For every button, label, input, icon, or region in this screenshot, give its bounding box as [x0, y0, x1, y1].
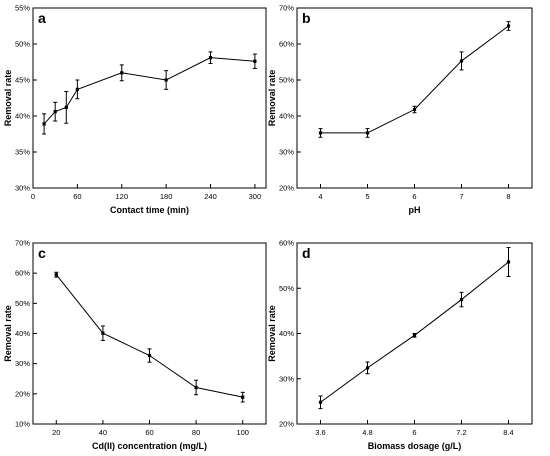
x-tick-label: 4	[318, 192, 322, 201]
y-tick-label: 10%	[15, 420, 30, 429]
data-point	[253, 59, 257, 63]
chart-panel-d: d 20% 30% 40% 50% 60% 3.6 4.8 6 7.2 8.4 Biomass dos…	[267, 239, 533, 451]
series-line	[43, 57, 255, 125]
x-axis-label: Contact time (min)	[110, 205, 189, 215]
panel-label: c	[38, 245, 46, 261]
data-point	[120, 71, 124, 75]
panel-label: d	[302, 245, 311, 261]
y-tick-label: 20%	[15, 389, 30, 398]
y-tick-label: 40%	[279, 112, 294, 121]
y-tick-label: 20%	[279, 184, 294, 193]
data-point	[64, 105, 68, 109]
panel-label: a	[38, 10, 46, 26]
data-point	[365, 131, 370, 135]
data-point	[318, 400, 323, 404]
x-axis-label: Biomass dosage (g/L)	[368, 441, 462, 451]
data-point	[164, 78, 168, 82]
y-tick-label: 70%	[279, 4, 294, 13]
x-tick-label: 80	[192, 428, 200, 437]
data-point	[75, 87, 79, 91]
x-axis-label: pH	[409, 205, 421, 215]
x-tick-label: 0	[31, 192, 35, 201]
y-tick-label: 50%	[15, 40, 30, 49]
x-tick-label: 6	[412, 192, 416, 201]
x-tick-label: 4.8	[362, 428, 372, 437]
data-point	[54, 273, 58, 277]
data-point	[318, 131, 323, 135]
y-tick-label: 30%	[279, 374, 294, 383]
x-tick-label: 40	[99, 428, 107, 437]
data-point	[459, 59, 464, 63]
series-line	[320, 261, 509, 403]
chart-panel-c: c 10% 20% 30% 40% 50% 60% 70% 20 40 60 80 100 Cd(II) …	[3, 239, 267, 451]
x-tick-label: 6	[412, 428, 416, 437]
data-point	[412, 107, 417, 112]
y-axis-label: Removal rate	[3, 70, 13, 127]
panel-label: b	[302, 10, 311, 26]
x-tick-label: 20	[52, 428, 60, 437]
data-point	[506, 24, 511, 28]
data-point	[194, 385, 198, 390]
y-tick-label: 50%	[279, 76, 294, 85]
data-point	[147, 353, 152, 358]
x-tick-label: 240	[204, 192, 217, 201]
data-point	[365, 366, 370, 370]
plot-frame	[32, 242, 267, 425]
y-tick-label: 70%	[15, 239, 30, 248]
x-tick-label: 60	[145, 428, 153, 437]
y-tick-label: 30%	[15, 184, 30, 193]
data-point	[208, 56, 213, 60]
y-tick-label: 60%	[279, 40, 294, 49]
y-tick-label: 50%	[279, 284, 294, 293]
x-tick-label: 120	[116, 192, 129, 201]
data-point	[101, 331, 105, 335]
series-line	[320, 25, 509, 134]
y-axis-label: Removal rate	[267, 305, 277, 362]
y-tick-label: 20%	[279, 420, 294, 429]
series-line	[55, 274, 243, 398]
y-tick-label: 30%	[279, 148, 294, 157]
y-tick-label: 40%	[279, 329, 294, 338]
y-tick-label: 60%	[279, 239, 294, 248]
x-axis-label: Cd(II) concentration (mg/L)	[92, 441, 207, 451]
y-tick-label: 40%	[15, 112, 30, 121]
x-tick-label: 180	[160, 192, 173, 201]
chart-panel-b: b 20% 30% 40% 50% 60% 70% 4 5 6 7 8 pH Removal rate	[267, 4, 533, 215]
y-axis-label: Removal rate	[267, 70, 277, 127]
x-tick-label: 8.4	[503, 428, 513, 437]
data-point	[241, 395, 245, 399]
chart-panel-a: a 30% 35% 40% 45% 50% 55% 0 60 120 180 240 300 Contac…	[3, 4, 267, 215]
x-tick-label: 100	[236, 428, 249, 437]
data-point	[412, 333, 417, 337]
x-tick-label: 7	[459, 192, 463, 201]
y-tick-label: 55%	[15, 4, 30, 13]
x-tick-label: 300	[249, 192, 262, 201]
y-axis-label: Removal rate	[3, 305, 13, 362]
data-point	[459, 297, 464, 302]
x-tick-label: 5	[365, 192, 369, 201]
x-tick-label: 60	[73, 192, 81, 201]
data-point	[506, 260, 511, 264]
y-tick-label: 60%	[15, 269, 30, 278]
x-tick-label: 7.2	[456, 428, 466, 437]
x-tick-label: 3.6	[315, 428, 325, 437]
y-tick-label: 45%	[15, 76, 30, 85]
y-tick-label: 50%	[15, 299, 30, 308]
x-tick-label: 8	[506, 192, 510, 201]
y-tick-label: 30%	[15, 359, 30, 368]
plot-frame	[32, 7, 267, 189]
data-point	[53, 110, 57, 114]
y-tick-label: 40%	[15, 329, 30, 338]
y-tick-label: 35%	[15, 148, 30, 157]
data-point	[42, 122, 46, 126]
